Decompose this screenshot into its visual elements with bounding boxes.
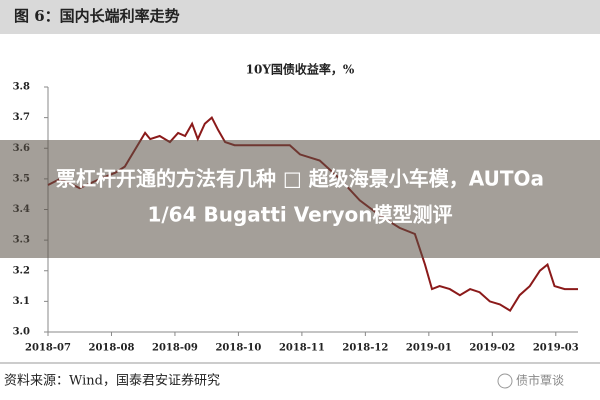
y-tick-label: 3.2 <box>13 265 30 276</box>
overlay-text: 票杠杆开通的方法有几种 □ 超级海景小车模，AUTOa <box>56 167 544 191</box>
overlay-text: 1/64 Bugatti Veryon模型测评 <box>147 203 452 227</box>
x-tick-label: 2018-11 <box>279 343 325 354</box>
x-tick-label: 2019-03 <box>533 343 579 354</box>
x-tick-label: 2018-07 <box>25 343 71 354</box>
header-title: 图 6：国内长端利率走势 <box>14 7 180 25</box>
y-tick-label: 3.0 <box>13 327 30 338</box>
watermark: 债市覃谈 <box>516 373 564 388</box>
x-tick-label: 2019-01 <box>406 343 452 354</box>
header-bar <box>0 0 600 34</box>
x-tick-label: 2018-12 <box>342 343 388 354</box>
chart-title: 10Y国债收益率，% <box>246 62 355 77</box>
watermark-icon <box>497 373 513 389</box>
overlay-banner <box>0 140 600 258</box>
x-tick-label: 2018-09 <box>152 343 198 354</box>
x-tick-label: 2018-08 <box>89 343 135 354</box>
x-tick-label: 2019-02 <box>469 343 515 354</box>
y-tick-label: 3.8 <box>13 82 30 93</box>
x-tick-label: 2018-10 <box>215 343 261 354</box>
y-tick-label: 3.1 <box>13 296 30 307</box>
overlay: 票杠杆开通的方法有几种 □ 超级海景小车模，AUTOa 1/64 Bugatti … <box>0 140 600 258</box>
y-tick-label: 3.7 <box>13 112 30 123</box>
source: 资料来源：Wind，国泰君安证券研究 <box>4 373 220 389</box>
